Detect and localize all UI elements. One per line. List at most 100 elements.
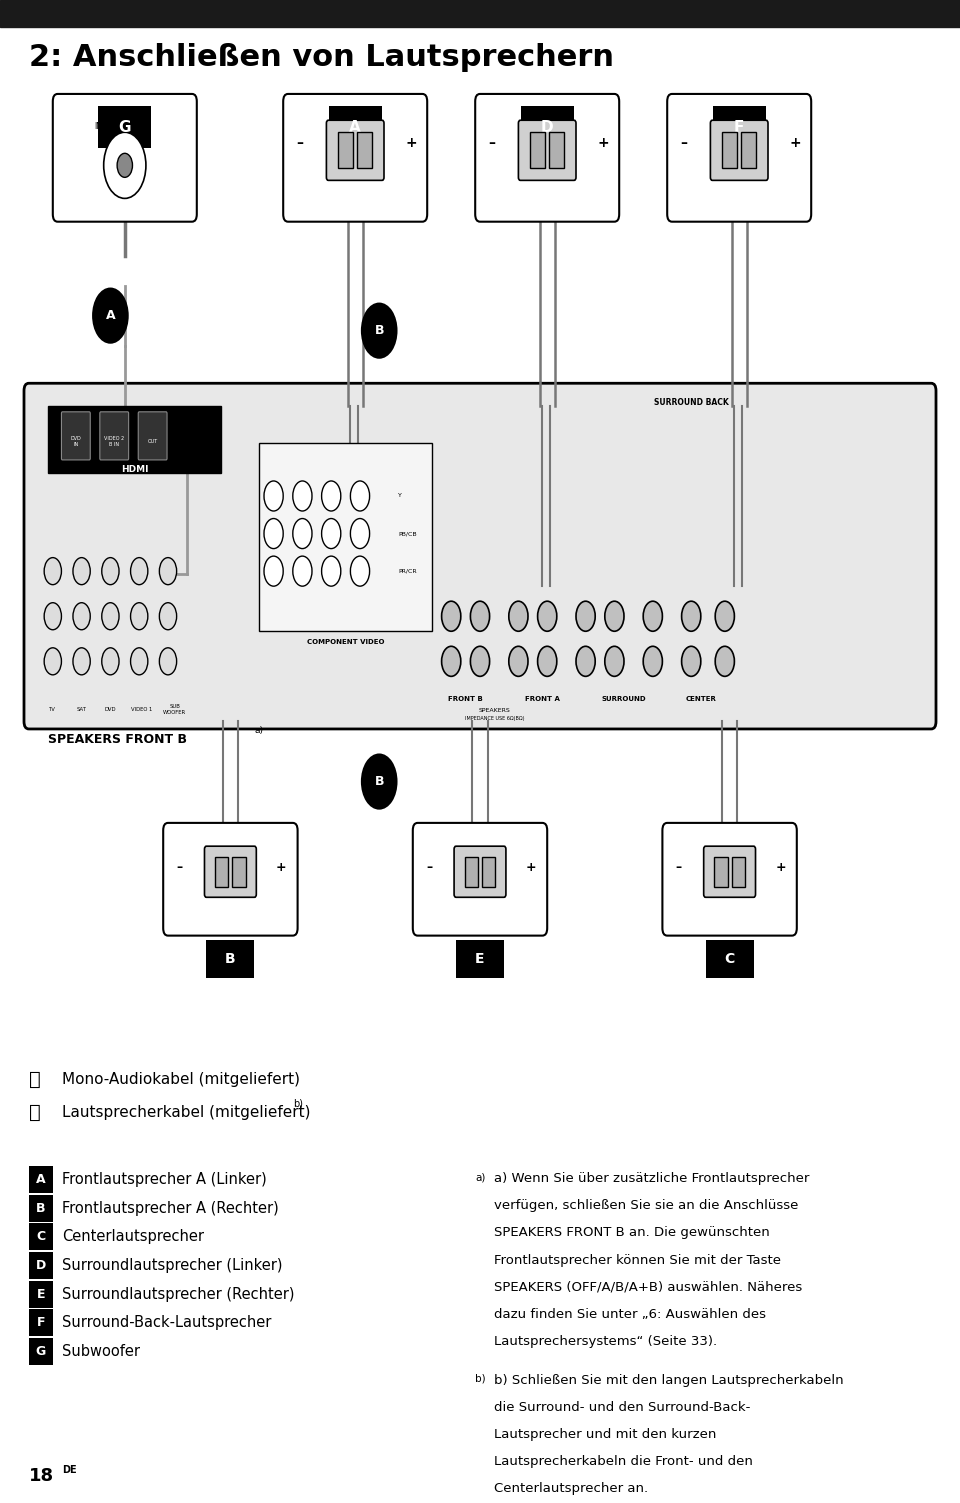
Bar bbox=[259, 443, 432, 631]
Circle shape bbox=[131, 603, 148, 630]
Text: COMPONENT VIDEO: COMPONENT VIDEO bbox=[307, 639, 384, 645]
Text: PB/CB: PB/CB bbox=[398, 531, 417, 537]
Circle shape bbox=[102, 603, 119, 630]
Text: Frontlautsprecher können Sie mit der Taste: Frontlautsprecher können Sie mit der Tas… bbox=[494, 1254, 781, 1267]
Circle shape bbox=[442, 646, 461, 676]
Text: Surround-Back-Lautsprecher: Surround-Back-Lautsprecher bbox=[62, 1315, 272, 1330]
Circle shape bbox=[264, 481, 283, 511]
FancyBboxPatch shape bbox=[706, 941, 754, 978]
Text: Lautsprecherkabeln die Front- und den: Lautsprecherkabeln die Front- und den bbox=[494, 1455, 754, 1468]
Circle shape bbox=[576, 601, 595, 631]
Text: Centerlautsprecher an.: Centerlautsprecher an. bbox=[494, 1482, 649, 1495]
Circle shape bbox=[605, 601, 624, 631]
Circle shape bbox=[605, 646, 624, 676]
FancyBboxPatch shape bbox=[53, 95, 197, 222]
Circle shape bbox=[264, 519, 283, 549]
Text: –: – bbox=[177, 861, 182, 873]
FancyBboxPatch shape bbox=[61, 412, 90, 460]
Circle shape bbox=[44, 558, 61, 585]
Circle shape bbox=[73, 558, 90, 585]
FancyBboxPatch shape bbox=[29, 1195, 53, 1222]
Circle shape bbox=[131, 648, 148, 675]
Circle shape bbox=[159, 558, 177, 585]
Text: –: – bbox=[488, 135, 495, 150]
Text: VIDEO 2
B IN: VIDEO 2 B IN bbox=[105, 436, 124, 448]
Text: Frontlautsprecher A (Linker): Frontlautsprecher A (Linker) bbox=[62, 1172, 267, 1187]
Text: SPEAKERS (OFF/A/B/A+B) auswählen. Näheres: SPEAKERS (OFF/A/B/A+B) auswählen. Nähere… bbox=[494, 1281, 803, 1294]
Text: Surroundlautsprecher (Rechter): Surroundlautsprecher (Rechter) bbox=[62, 1287, 295, 1302]
Circle shape bbox=[442, 601, 461, 631]
Text: F: F bbox=[36, 1317, 45, 1329]
Circle shape bbox=[264, 556, 283, 586]
Text: DVD
IN: DVD IN bbox=[70, 436, 82, 448]
Circle shape bbox=[93, 289, 128, 343]
Text: +: + bbox=[597, 135, 609, 150]
Text: IMPEDANCE USE 6Ω(BΩ): IMPEDANCE USE 6Ω(BΩ) bbox=[465, 715, 524, 721]
FancyBboxPatch shape bbox=[29, 1166, 53, 1193]
Text: Y: Y bbox=[398, 493, 402, 499]
Circle shape bbox=[576, 646, 595, 676]
Circle shape bbox=[350, 556, 370, 586]
Text: Centerlautsprecher: Centerlautsprecher bbox=[62, 1229, 204, 1244]
Text: VIDEO 1: VIDEO 1 bbox=[132, 706, 153, 712]
Text: CENTER: CENTER bbox=[685, 696, 716, 702]
Text: Lautsprecher und mit den kurzen: Lautsprecher und mit den kurzen bbox=[494, 1428, 717, 1441]
FancyBboxPatch shape bbox=[338, 132, 353, 168]
FancyBboxPatch shape bbox=[732, 857, 745, 887]
Circle shape bbox=[715, 601, 734, 631]
FancyBboxPatch shape bbox=[29, 1281, 53, 1308]
FancyBboxPatch shape bbox=[29, 1309, 53, 1336]
Text: SURROUND: SURROUND bbox=[602, 696, 646, 702]
Circle shape bbox=[682, 646, 701, 676]
Circle shape bbox=[73, 603, 90, 630]
Text: G: G bbox=[36, 1345, 46, 1357]
Circle shape bbox=[643, 646, 662, 676]
Circle shape bbox=[322, 556, 341, 586]
Text: +: + bbox=[276, 861, 287, 873]
FancyBboxPatch shape bbox=[326, 120, 384, 180]
Text: –: – bbox=[296, 135, 303, 150]
Text: 18: 18 bbox=[29, 1467, 54, 1485]
Circle shape bbox=[509, 601, 528, 631]
Text: OUT: OUT bbox=[148, 439, 157, 445]
Text: SPEAKERS FRONT B an. Die gewünschten: SPEAKERS FRONT B an. Die gewünschten bbox=[494, 1226, 770, 1240]
FancyBboxPatch shape bbox=[357, 132, 372, 168]
Text: +: + bbox=[405, 135, 417, 150]
Text: Mono-Audiokabel (mitgeliefert): Mono-Audiokabel (mitgeliefert) bbox=[62, 1072, 300, 1087]
FancyBboxPatch shape bbox=[710, 120, 768, 180]
Text: –: – bbox=[680, 135, 687, 150]
Text: a): a) bbox=[475, 1172, 486, 1183]
Text: Lautsprechersystems“ (Seite 33).: Lautsprechersystems“ (Seite 33). bbox=[494, 1335, 717, 1348]
FancyBboxPatch shape bbox=[206, 941, 254, 978]
Text: 2: Anschließen von Lautsprechern: 2: Anschließen von Lautsprechern bbox=[29, 42, 613, 72]
Text: Frontlautsprecher A (Rechter): Frontlautsprecher A (Rechter) bbox=[62, 1201, 279, 1216]
Text: C: C bbox=[725, 951, 734, 966]
FancyBboxPatch shape bbox=[712, 105, 766, 149]
FancyBboxPatch shape bbox=[24, 383, 936, 729]
FancyBboxPatch shape bbox=[530, 132, 545, 168]
FancyBboxPatch shape bbox=[465, 857, 478, 887]
Text: SURROUND BACK: SURROUND BACK bbox=[654, 398, 729, 407]
Text: dazu finden Sie unter „6: Auswählen des: dazu finden Sie unter „6: Auswählen des bbox=[494, 1308, 766, 1321]
Text: C: C bbox=[36, 1231, 45, 1243]
FancyBboxPatch shape bbox=[232, 857, 246, 887]
FancyBboxPatch shape bbox=[741, 132, 756, 168]
Text: SUB
WOOFER: SUB WOOFER bbox=[163, 703, 186, 715]
FancyBboxPatch shape bbox=[328, 105, 381, 149]
FancyBboxPatch shape bbox=[482, 857, 495, 887]
FancyBboxPatch shape bbox=[549, 132, 564, 168]
FancyBboxPatch shape bbox=[163, 824, 298, 935]
FancyBboxPatch shape bbox=[475, 95, 619, 222]
Circle shape bbox=[102, 558, 119, 585]
Text: E: E bbox=[36, 1288, 45, 1300]
Circle shape bbox=[715, 646, 734, 676]
Text: –: – bbox=[676, 861, 682, 873]
Text: die Surround- und den Surround-Back-: die Surround- und den Surround-Back- bbox=[494, 1401, 751, 1414]
Circle shape bbox=[293, 519, 312, 549]
Text: +: + bbox=[789, 135, 801, 150]
Text: HDMI: HDMI bbox=[121, 466, 148, 473]
Text: TV: TV bbox=[49, 706, 57, 712]
Text: E: E bbox=[475, 951, 485, 966]
Bar bbox=[48, 406, 221, 473]
Text: Subwoofer: Subwoofer bbox=[62, 1344, 140, 1359]
